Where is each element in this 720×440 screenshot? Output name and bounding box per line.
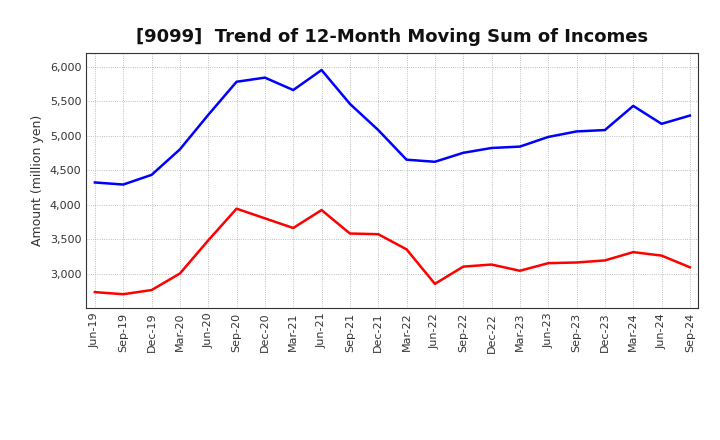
Ordinary Income	[431, 159, 439, 165]
Ordinary Income	[176, 147, 184, 152]
Net Income	[346, 231, 354, 236]
Net Income	[544, 260, 552, 266]
Net Income	[402, 247, 411, 252]
Line: Ordinary Income: Ordinary Income	[95, 70, 690, 184]
Ordinary Income	[261, 75, 269, 80]
Ordinary Income	[657, 121, 666, 126]
Net Income	[91, 290, 99, 295]
Net Income	[685, 265, 694, 270]
Ordinary Income	[204, 112, 212, 117]
Net Income	[431, 281, 439, 286]
Ordinary Income	[459, 150, 467, 155]
Net Income	[233, 206, 241, 211]
Ordinary Income	[91, 180, 99, 185]
Ordinary Income	[516, 144, 524, 149]
Ordinary Income	[233, 79, 241, 84]
Ordinary Income	[346, 101, 354, 106]
Ordinary Income	[544, 134, 552, 139]
Y-axis label: Amount (million yen): Amount (million yen)	[32, 115, 45, 246]
Ordinary Income	[148, 172, 156, 177]
Ordinary Income	[685, 113, 694, 118]
Net Income	[204, 238, 212, 243]
Ordinary Income	[374, 128, 382, 133]
Net Income	[459, 264, 467, 269]
Ordinary Income	[629, 103, 637, 109]
Ordinary Income	[402, 157, 411, 162]
Net Income	[572, 260, 581, 265]
Net Income	[176, 271, 184, 276]
Net Income	[657, 253, 666, 258]
Net Income	[600, 258, 609, 263]
Net Income	[261, 216, 269, 221]
Ordinary Income	[487, 145, 496, 150]
Net Income	[318, 207, 326, 213]
Ordinary Income	[600, 128, 609, 133]
Net Income	[629, 249, 637, 255]
Net Income	[374, 231, 382, 237]
Ordinary Income	[318, 67, 326, 73]
Net Income	[148, 287, 156, 293]
Net Income	[487, 262, 496, 267]
Ordinary Income	[289, 88, 297, 93]
Net Income	[516, 268, 524, 273]
Line: Net Income: Net Income	[95, 209, 690, 294]
Net Income	[119, 292, 127, 297]
Title: [9099]  Trend of 12-Month Moving Sum of Incomes: [9099] Trend of 12-Month Moving Sum of I…	[136, 28, 649, 46]
Ordinary Income	[119, 182, 127, 187]
Net Income	[289, 225, 297, 231]
Ordinary Income	[572, 129, 581, 134]
